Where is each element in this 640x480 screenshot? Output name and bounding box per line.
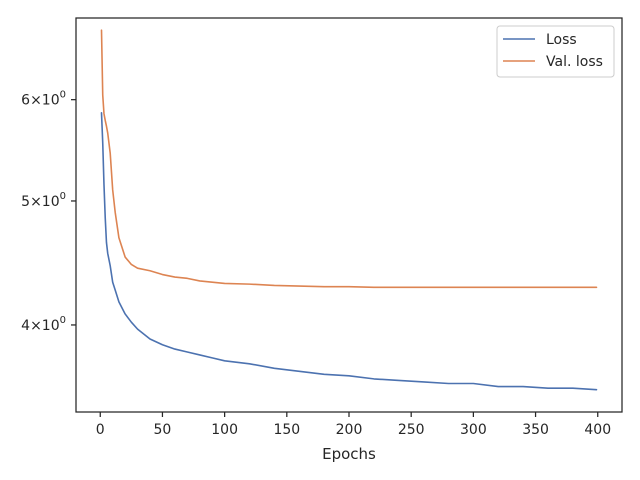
x-tick-label: 100 — [211, 422, 238, 438]
x-tick-label: 400 — [584, 422, 611, 438]
x-tick-label: 250 — [398, 422, 425, 438]
x-tick-label: 150 — [273, 422, 300, 438]
x-tick-label: 350 — [522, 422, 549, 438]
legend-label: Val. loss — [546, 54, 603, 70]
x-tick-label: 200 — [336, 422, 363, 438]
y-tick-label: 6×100 — [21, 90, 66, 109]
series-layer — [100, 29, 598, 391]
y-tick-label: 4×100 — [21, 315, 66, 334]
y-axis: 4×100 5×100 6×100 — [21, 90, 76, 334]
x-axis: 0 50 100 150 200 250 300 350 400 — [96, 412, 611, 438]
series-line-val-loss — [100, 29, 598, 289]
x-tick-label: 50 — [154, 422, 172, 438]
x-tick-label: 0 — [96, 422, 105, 438]
x-tick-label: 300 — [460, 422, 487, 438]
y-tick-label: 5×100 — [21, 191, 66, 210]
series-line-loss — [100, 111, 598, 391]
legend-label: Loss — [546, 32, 577, 48]
x-axis-label: Epochs — [322, 445, 376, 463]
legend: Loss Val. loss — [496, 25, 615, 78]
